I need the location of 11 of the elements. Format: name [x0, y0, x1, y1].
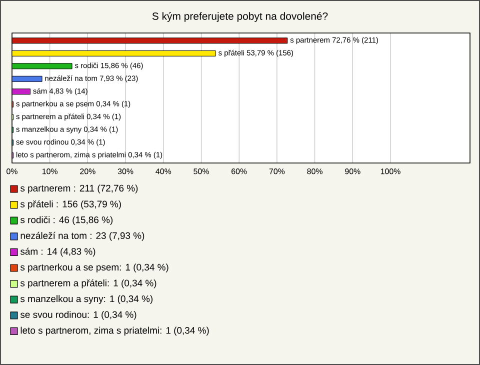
text: s partnerem : 211 (72,76 %)	[20, 184, 138, 194]
text: se svou rodinou: 1 (0,34 %)	[20, 310, 136, 320]
text: sám : 14 (4,83 %)	[20, 248, 96, 257]
text: nezáleží na tom : 23 (7,93 %)	[20, 232, 144, 241]
text: leto s partnerom, zima s priatelmi: 1 (0,34 %)	[20, 326, 209, 336]
text: s manzelkou a syny: 1 (0,34 %)	[20, 295, 152, 304]
text: s partnerkou a se psem: 1 (0,34 %)	[20, 264, 168, 272]
text: s rodiči : 46 (15,86 %)	[20, 216, 113, 226]
chart-title: S kým preferujete pobyt na dovolené?	[152, 12, 328, 22]
text: s přáteli : 156 (53,79 %)	[20, 200, 121, 210]
text: s partnerem a přáteli: 1 (0,34 %)	[20, 279, 156, 288]
